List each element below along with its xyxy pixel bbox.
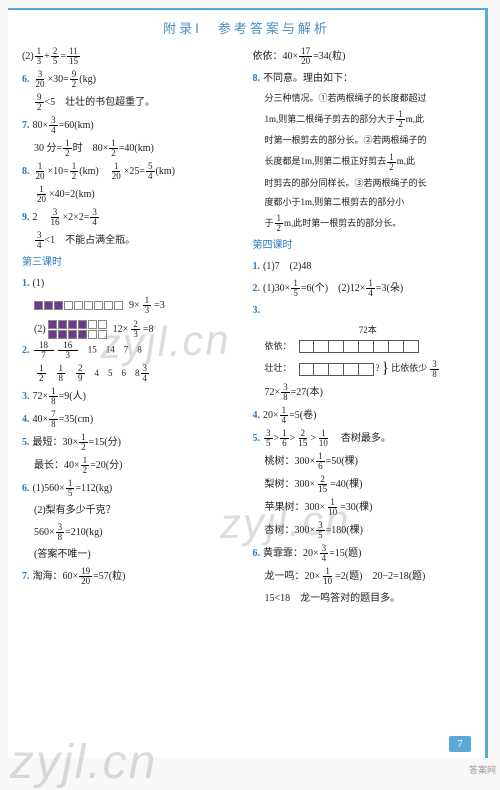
page-number: 7 [449, 736, 471, 752]
logo-text: 答案网 [469, 763, 496, 776]
fraction-table: 187 163 15 14 7 8 [33, 341, 142, 360]
page-header: 附录Ⅰ 参考答案与解析 [22, 18, 471, 37]
num: 8. [22, 163, 30, 180]
left-column: (2) 13 +25 =1115 6. 320 ×30= 92 (kg) 92 … [22, 47, 241, 611]
right-column: 依依：40× 1720 =34(粒) 8.不同意。理由如下： 分三种情况。①若两… [253, 47, 472, 611]
grid-visual-2 [48, 320, 107, 339]
num: 9. [22, 209, 30, 226]
num: 7. [22, 117, 30, 134]
item: (2) 13 +25 =1115 [22, 47, 241, 66]
text: (2) [22, 48, 34, 65]
subheading: 第三课时 [22, 254, 241, 271]
page: 附录Ⅰ 参考答案与解析 (2) 13 +25 =1115 6. 320 ×30=… [8, 8, 488, 758]
subheading: 第四课时 [253, 237, 472, 254]
num: 6. [22, 71, 30, 88]
grid-visual [34, 301, 123, 310]
columns: (2) 13 +25 =1115 6. 320 ×30= 92 (kg) 92 … [22, 47, 471, 611]
bar-diagram: 72本 依依： 壮壮： ? } 比依依少 38 [265, 323, 472, 382]
fraction-row2: 12 18 29 4 5 6 8 34 [36, 364, 241, 383]
